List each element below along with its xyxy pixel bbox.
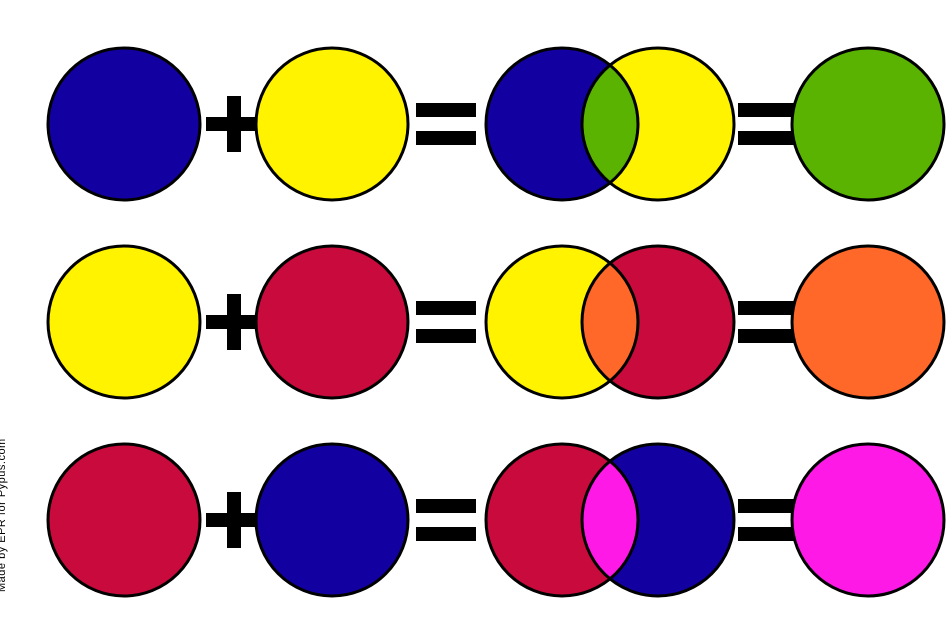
row1-venn <box>486 48 734 200</box>
equals-bar <box>416 301 476 315</box>
equals-bar <box>416 131 476 145</box>
equals-bar <box>416 329 476 343</box>
row3-circle-a <box>48 444 200 596</box>
row2-circle-b <box>256 246 408 398</box>
row2-venn <box>486 246 734 398</box>
row1-circle-b <box>256 48 408 200</box>
equals-bar <box>738 301 798 315</box>
plus-symbol <box>206 294 262 350</box>
equals-bar <box>738 131 798 145</box>
row2-circle-a <box>48 246 200 398</box>
row3-circle-b <box>256 444 408 596</box>
attribution-text: Made by EPR for Pypus.com <box>0 438 8 592</box>
equals-bar <box>738 499 798 513</box>
equals-bar <box>416 499 476 513</box>
row3-result <box>792 444 944 596</box>
row2-result <box>792 246 944 398</box>
equals-bar <box>738 329 798 343</box>
equals-bar <box>738 103 798 117</box>
row1-result <box>792 48 944 200</box>
equals-bar <box>738 527 798 541</box>
equals-bar <box>416 527 476 541</box>
equals-bar <box>416 103 476 117</box>
color-mix-chart <box>0 0 950 640</box>
row3-venn <box>486 444 734 596</box>
plus-symbol <box>206 492 262 548</box>
plus-symbol <box>206 96 262 152</box>
row1-circle-a <box>48 48 200 200</box>
color-mixing-infographic: Made by EPR for Pypus.com <box>0 0 950 640</box>
